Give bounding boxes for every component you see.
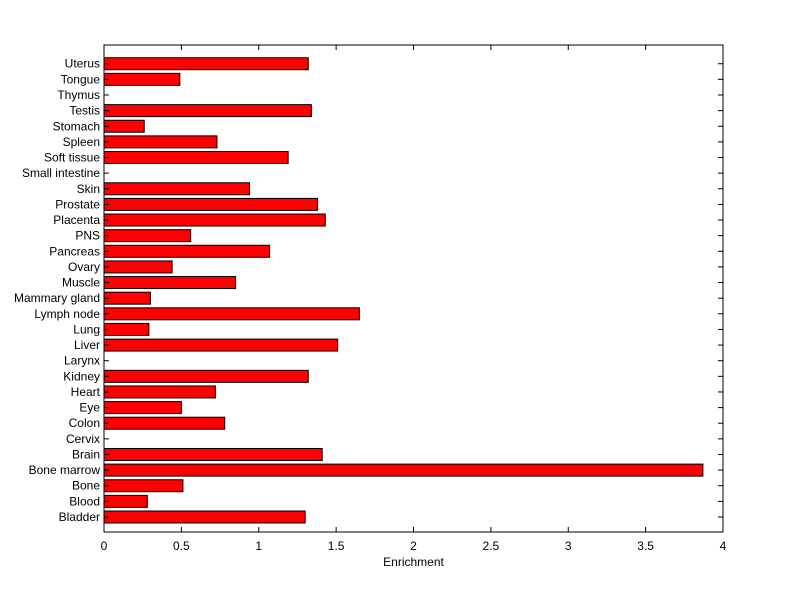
bar-eye: [103, 401, 182, 415]
y-tick-label: Skin: [77, 182, 100, 196]
y-tick-label: PNS: [75, 229, 100, 243]
x-tick-label: 2.5: [483, 539, 500, 553]
y-tick-label: Spleen: [63, 135, 100, 149]
y-tick-label: Larynx: [64, 354, 100, 368]
bar-blood: [103, 494, 148, 508]
y-tick-label: Eye: [79, 401, 100, 415]
y-tick-label: Colon: [69, 416, 100, 430]
bar-heart: [103, 385, 216, 399]
bar-lung: [103, 322, 150, 336]
bar-ovary: [103, 260, 173, 274]
y-tick-label: Lymph node: [34, 307, 100, 321]
x-tick-label: 3.5: [637, 539, 654, 553]
y-tick-label: Tongue: [61, 72, 101, 86]
x-tick-label: 1.5: [328, 539, 345, 553]
bar-bone-marrow: [103, 463, 704, 477]
y-tick-label: Brain: [72, 447, 100, 461]
y-tick-label: Lung: [73, 322, 100, 336]
bar-bladder: [103, 510, 306, 524]
bar-lymph-node: [103, 307, 360, 321]
y-tick-label: Liver: [74, 338, 100, 352]
bar-soft-tissue: [103, 151, 289, 165]
y-tick-label: Blood: [69, 494, 100, 508]
y-tick-label: Placenta: [53, 213, 100, 227]
bar-prostate: [103, 197, 319, 211]
y-tick-label: Mammary gland: [14, 291, 100, 305]
y-tick-label: Cervix: [66, 432, 100, 446]
bar-muscle: [103, 276, 237, 290]
bar-skin: [103, 182, 250, 196]
bar-uterus: [103, 57, 309, 71]
y-tick-label: Prostate: [55, 197, 100, 211]
bar-stomach: [103, 119, 145, 133]
y-tick-label: Kidney: [63, 369, 100, 383]
x-tick-label: 2: [410, 539, 417, 553]
bar-mammary-gland: [103, 291, 151, 305]
bar-pns: [103, 229, 192, 243]
x-tick-label: 0: [101, 539, 108, 553]
y-tick-label: Uterus: [65, 57, 100, 71]
bar-colon: [103, 416, 226, 430]
y-tick-label: Muscle: [62, 276, 100, 290]
x-tick-label: 1: [255, 539, 262, 553]
y-tick-label: Heart: [71, 385, 101, 399]
y-tick-label: Bone: [72, 479, 100, 493]
bar-liver: [103, 338, 339, 352]
y-tick-label: Bladder: [59, 510, 100, 524]
y-tick-label: Bone marrow: [29, 463, 101, 477]
bar-tongue: [103, 72, 181, 86]
x-axis-label: Enrichment: [383, 555, 444, 569]
bar-pancreas: [103, 244, 271, 258]
bar-testis: [103, 104, 312, 118]
bar-spleen: [103, 135, 218, 149]
bar-kidney: [103, 369, 309, 383]
y-tick-label: Small intestine: [22, 166, 100, 180]
y-tick-label: Soft tissue: [44, 151, 100, 165]
x-tick-label: 3: [565, 539, 572, 553]
bar-brain: [103, 447, 323, 461]
bar-placenta: [103, 213, 326, 227]
y-tick-label: Ovary: [68, 260, 100, 274]
bar-bone: [103, 479, 184, 493]
y-tick-label: Stomach: [53, 119, 100, 133]
y-tick-label: Thymus: [57, 88, 100, 102]
y-tick-label: Testis: [69, 104, 100, 118]
x-tick-label: 4: [720, 539, 727, 553]
x-tick-label: 0.5: [173, 539, 190, 553]
y-tick-label: Pancreas: [49, 244, 100, 258]
